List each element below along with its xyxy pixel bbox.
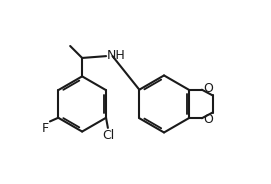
Text: NH: NH: [107, 49, 126, 62]
Text: O: O: [204, 113, 214, 126]
Text: O: O: [204, 82, 214, 95]
Text: F: F: [42, 122, 49, 135]
Text: Cl: Cl: [102, 129, 114, 142]
